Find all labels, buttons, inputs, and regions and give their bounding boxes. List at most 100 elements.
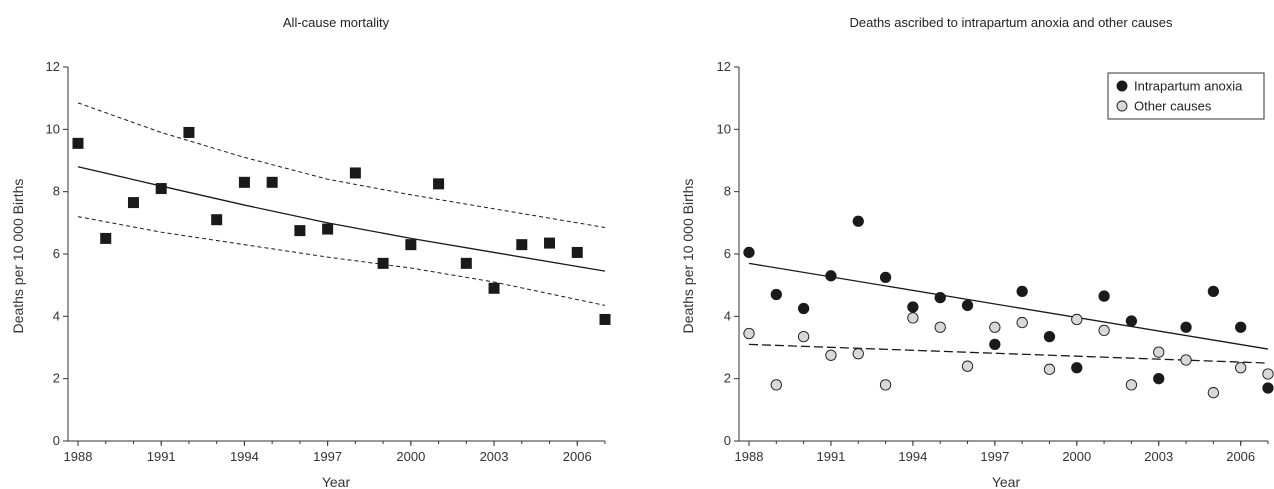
x-tick-label: 2003 bbox=[1144, 449, 1173, 464]
anoxia-data-point bbox=[934, 291, 946, 304]
y-tick-label: 10 bbox=[46, 121, 60, 136]
data-point bbox=[433, 178, 445, 190]
x-tick-label: 1991 bbox=[147, 449, 176, 464]
chart-title: Deaths ascribed to intrapartum anoxia an… bbox=[849, 15, 1173, 30]
other-causes-data-point bbox=[1262, 368, 1274, 380]
anoxia-data-point bbox=[1207, 285, 1220, 298]
legend: Intrapartum anoxia Other causes bbox=[1107, 72, 1265, 120]
anoxia-data-point bbox=[1180, 321, 1192, 333]
other-causes-data-point bbox=[1098, 324, 1110, 337]
legend-label: Intrapartum anoxia bbox=[1134, 79, 1243, 94]
anoxia-data-point bbox=[852, 215, 864, 227]
legend-label: Other causes bbox=[1134, 99, 1212, 114]
anoxia-data-point bbox=[1098, 290, 1110, 302]
data-point bbox=[294, 225, 306, 237]
x-tick-label: 2000 bbox=[396, 449, 425, 464]
x-tick-label: 1997 bbox=[313, 449, 342, 464]
anoxia-data-point bbox=[1071, 362, 1083, 374]
data-point bbox=[571, 246, 583, 258]
regression-line bbox=[77, 166, 606, 272]
anoxia-data-point bbox=[989, 338, 1001, 351]
anoxia-data-point bbox=[770, 288, 782, 301]
legend-marker bbox=[1116, 80, 1128, 92]
x-tick-label: 1997 bbox=[980, 449, 1009, 464]
anoxia-data-point bbox=[1016, 285, 1028, 298]
y-axis-label: Deaths per 10 000 Births bbox=[680, 179, 696, 334]
anoxia-data-point bbox=[797, 302, 810, 315]
y-tick-label: 2 bbox=[53, 371, 60, 386]
other-causes-data-point bbox=[1153, 346, 1165, 358]
chart-title: All-cause mortality bbox=[283, 15, 390, 30]
x-tick-label: 1988 bbox=[64, 449, 93, 464]
anoxia-data-point bbox=[879, 271, 892, 284]
other-causes-data-point bbox=[934, 321, 946, 333]
cause-specific-mortality-panel: Deaths ascribed to intrapartum anoxia an… bbox=[680, 15, 1274, 489]
anoxia-data-point bbox=[1235, 321, 1247, 333]
confidence-band-line bbox=[77, 102, 606, 229]
x-tick-label: 2000 bbox=[1062, 449, 1091, 464]
data-point bbox=[460, 257, 472, 269]
x-tick-label: 1991 bbox=[816, 449, 845, 464]
data-point bbox=[405, 239, 417, 251]
y-tick-label: 0 bbox=[724, 433, 731, 448]
x-axis-label: Year bbox=[322, 474, 351, 489]
other-causes-data-point bbox=[825, 349, 837, 361]
anoxia-data-point bbox=[1125, 315, 1138, 327]
legend-marker bbox=[1116, 100, 1128, 112]
data-point bbox=[238, 176, 250, 188]
data-point bbox=[599, 313, 611, 325]
data-point bbox=[127, 197, 139, 209]
x-tick-label: 2006 bbox=[563, 449, 592, 464]
other-causes-data-point bbox=[1207, 387, 1220, 399]
x-tick-label: 1994 bbox=[898, 449, 927, 464]
y-tick-label: 8 bbox=[53, 184, 60, 199]
data-point bbox=[349, 167, 361, 179]
anoxia-data-point bbox=[1153, 373, 1165, 385]
other-causes-data-point bbox=[852, 348, 864, 360]
other-causes-data-point bbox=[989, 321, 1001, 333]
confidence-band-line bbox=[77, 216, 606, 306]
anoxia-data-point bbox=[825, 270, 837, 282]
other-causes-data-point bbox=[961, 360, 974, 372]
other-causes-data-point bbox=[1016, 316, 1028, 329]
x-tick-label: 2003 bbox=[480, 449, 509, 464]
x-axis-label: Year bbox=[992, 474, 1021, 489]
other-causes-data-point bbox=[743, 327, 755, 340]
y-tick-label: 6 bbox=[724, 246, 731, 261]
data-point bbox=[266, 176, 278, 188]
y-tick-label: 12 bbox=[46, 59, 60, 74]
y-axis-label: Deaths per 10 000 Births bbox=[10, 179, 26, 334]
y-tick-label: 8 bbox=[724, 184, 731, 199]
legend-box bbox=[1107, 72, 1265, 120]
anoxia-data-point bbox=[1262, 382, 1274, 394]
other-causes-data-point bbox=[879, 379, 892, 391]
y-tick-label: 2 bbox=[724, 371, 731, 386]
other-causes-data-point bbox=[1180, 354, 1192, 366]
y-tick-label: 6 bbox=[53, 246, 60, 261]
data-point bbox=[516, 239, 528, 251]
data-point bbox=[183, 126, 195, 138]
all-cause-mortality-panel: All-cause mortality Year Deaths per 10 0… bbox=[10, 15, 611, 489]
other-causes-data-point bbox=[907, 312, 919, 324]
data-point bbox=[488, 282, 500, 294]
data-point bbox=[544, 237, 556, 249]
other-causes-data-point bbox=[1043, 363, 1056, 375]
x-tick-label: 1994 bbox=[230, 449, 259, 464]
y-tick-label: 0 bbox=[53, 433, 60, 448]
y-tick-label: 4 bbox=[53, 308, 60, 323]
anoxia-data-point bbox=[961, 299, 974, 312]
data-point bbox=[322, 223, 334, 235]
x-tick-label: 2006 bbox=[1226, 449, 1255, 464]
anoxia-data-point bbox=[907, 301, 919, 313]
data-point bbox=[72, 137, 84, 149]
data-point bbox=[155, 183, 167, 195]
y-tick-label: 12 bbox=[717, 59, 731, 74]
other-causes-data-point bbox=[1235, 362, 1247, 374]
data-point bbox=[211, 214, 223, 226]
y-tick-label: 10 bbox=[717, 121, 731, 136]
data-point bbox=[377, 257, 389, 269]
other-causes-data-point bbox=[797, 330, 810, 343]
anoxia-data-point bbox=[1043, 330, 1056, 343]
other-causes-data-point bbox=[1125, 379, 1138, 391]
